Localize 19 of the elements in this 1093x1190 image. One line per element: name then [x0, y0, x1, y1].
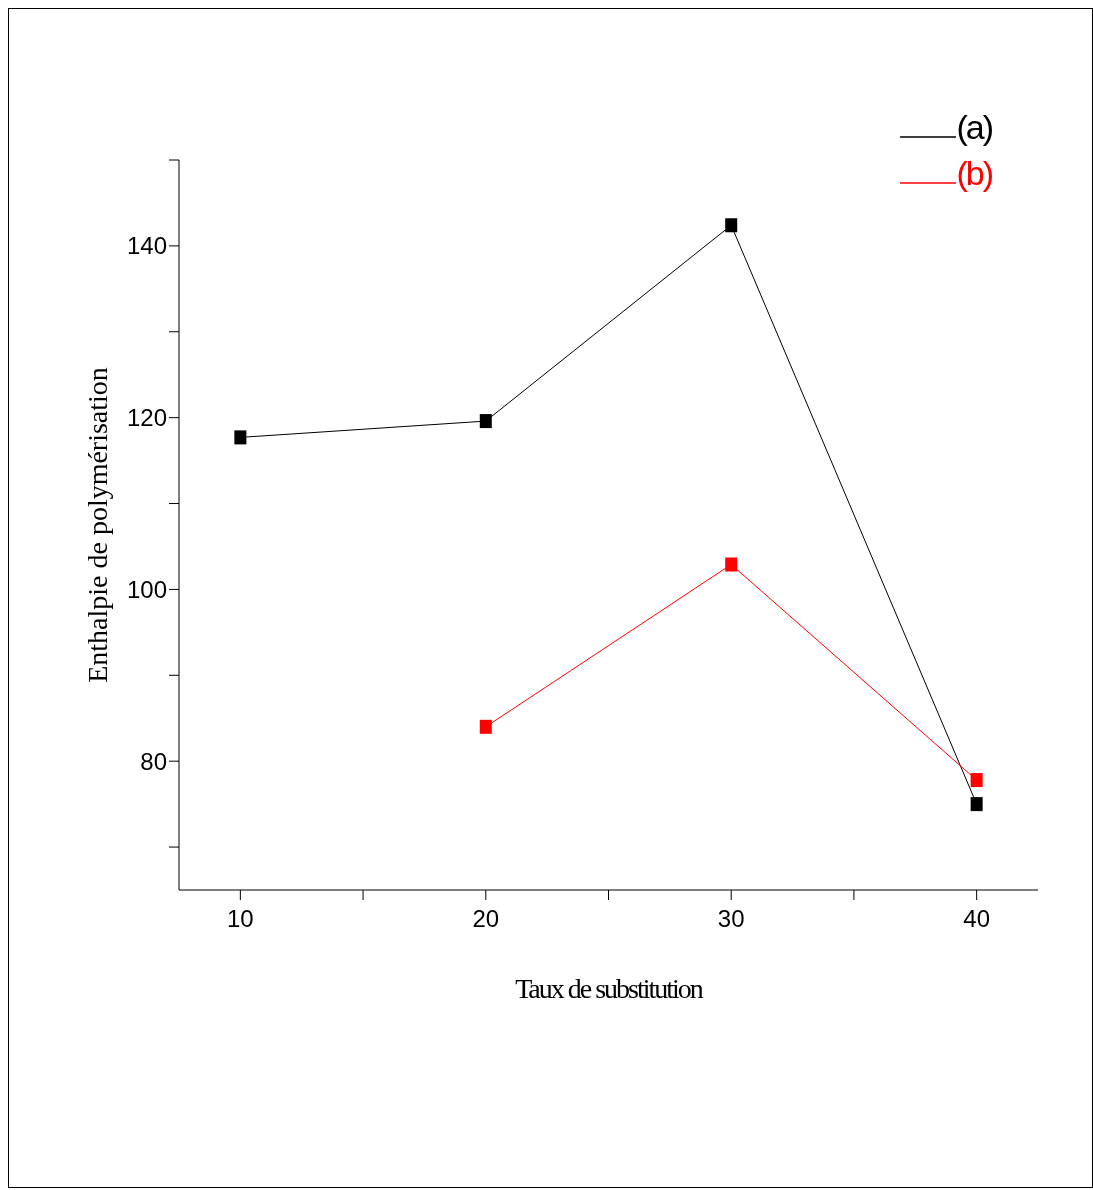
legend-label: (a)	[956, 107, 992, 148]
x-tick-label: 20	[472, 905, 500, 933]
x-tick-label: 10	[227, 905, 254, 933]
point	[479, 414, 492, 429]
point	[970, 797, 983, 812]
y-tick-label: 120	[126, 404, 167, 432]
x-tick-label: 40	[963, 905, 990, 933]
point	[479, 719, 492, 734]
legend-label: (b)	[956, 153, 992, 194]
x-tick-label: 30	[717, 905, 745, 933]
y-tick-label: 80	[140, 747, 167, 775]
x-axis-title: Taux de substitution	[515, 972, 704, 1004]
y-tick-label: 100	[126, 575, 167, 603]
point	[234, 430, 247, 445]
point	[725, 557, 738, 572]
y-axis-title: Enthalpie de polymérisation	[81, 367, 113, 683]
point	[970, 773, 983, 788]
point	[725, 218, 738, 233]
y-tick-label: 140	[126, 232, 167, 260]
